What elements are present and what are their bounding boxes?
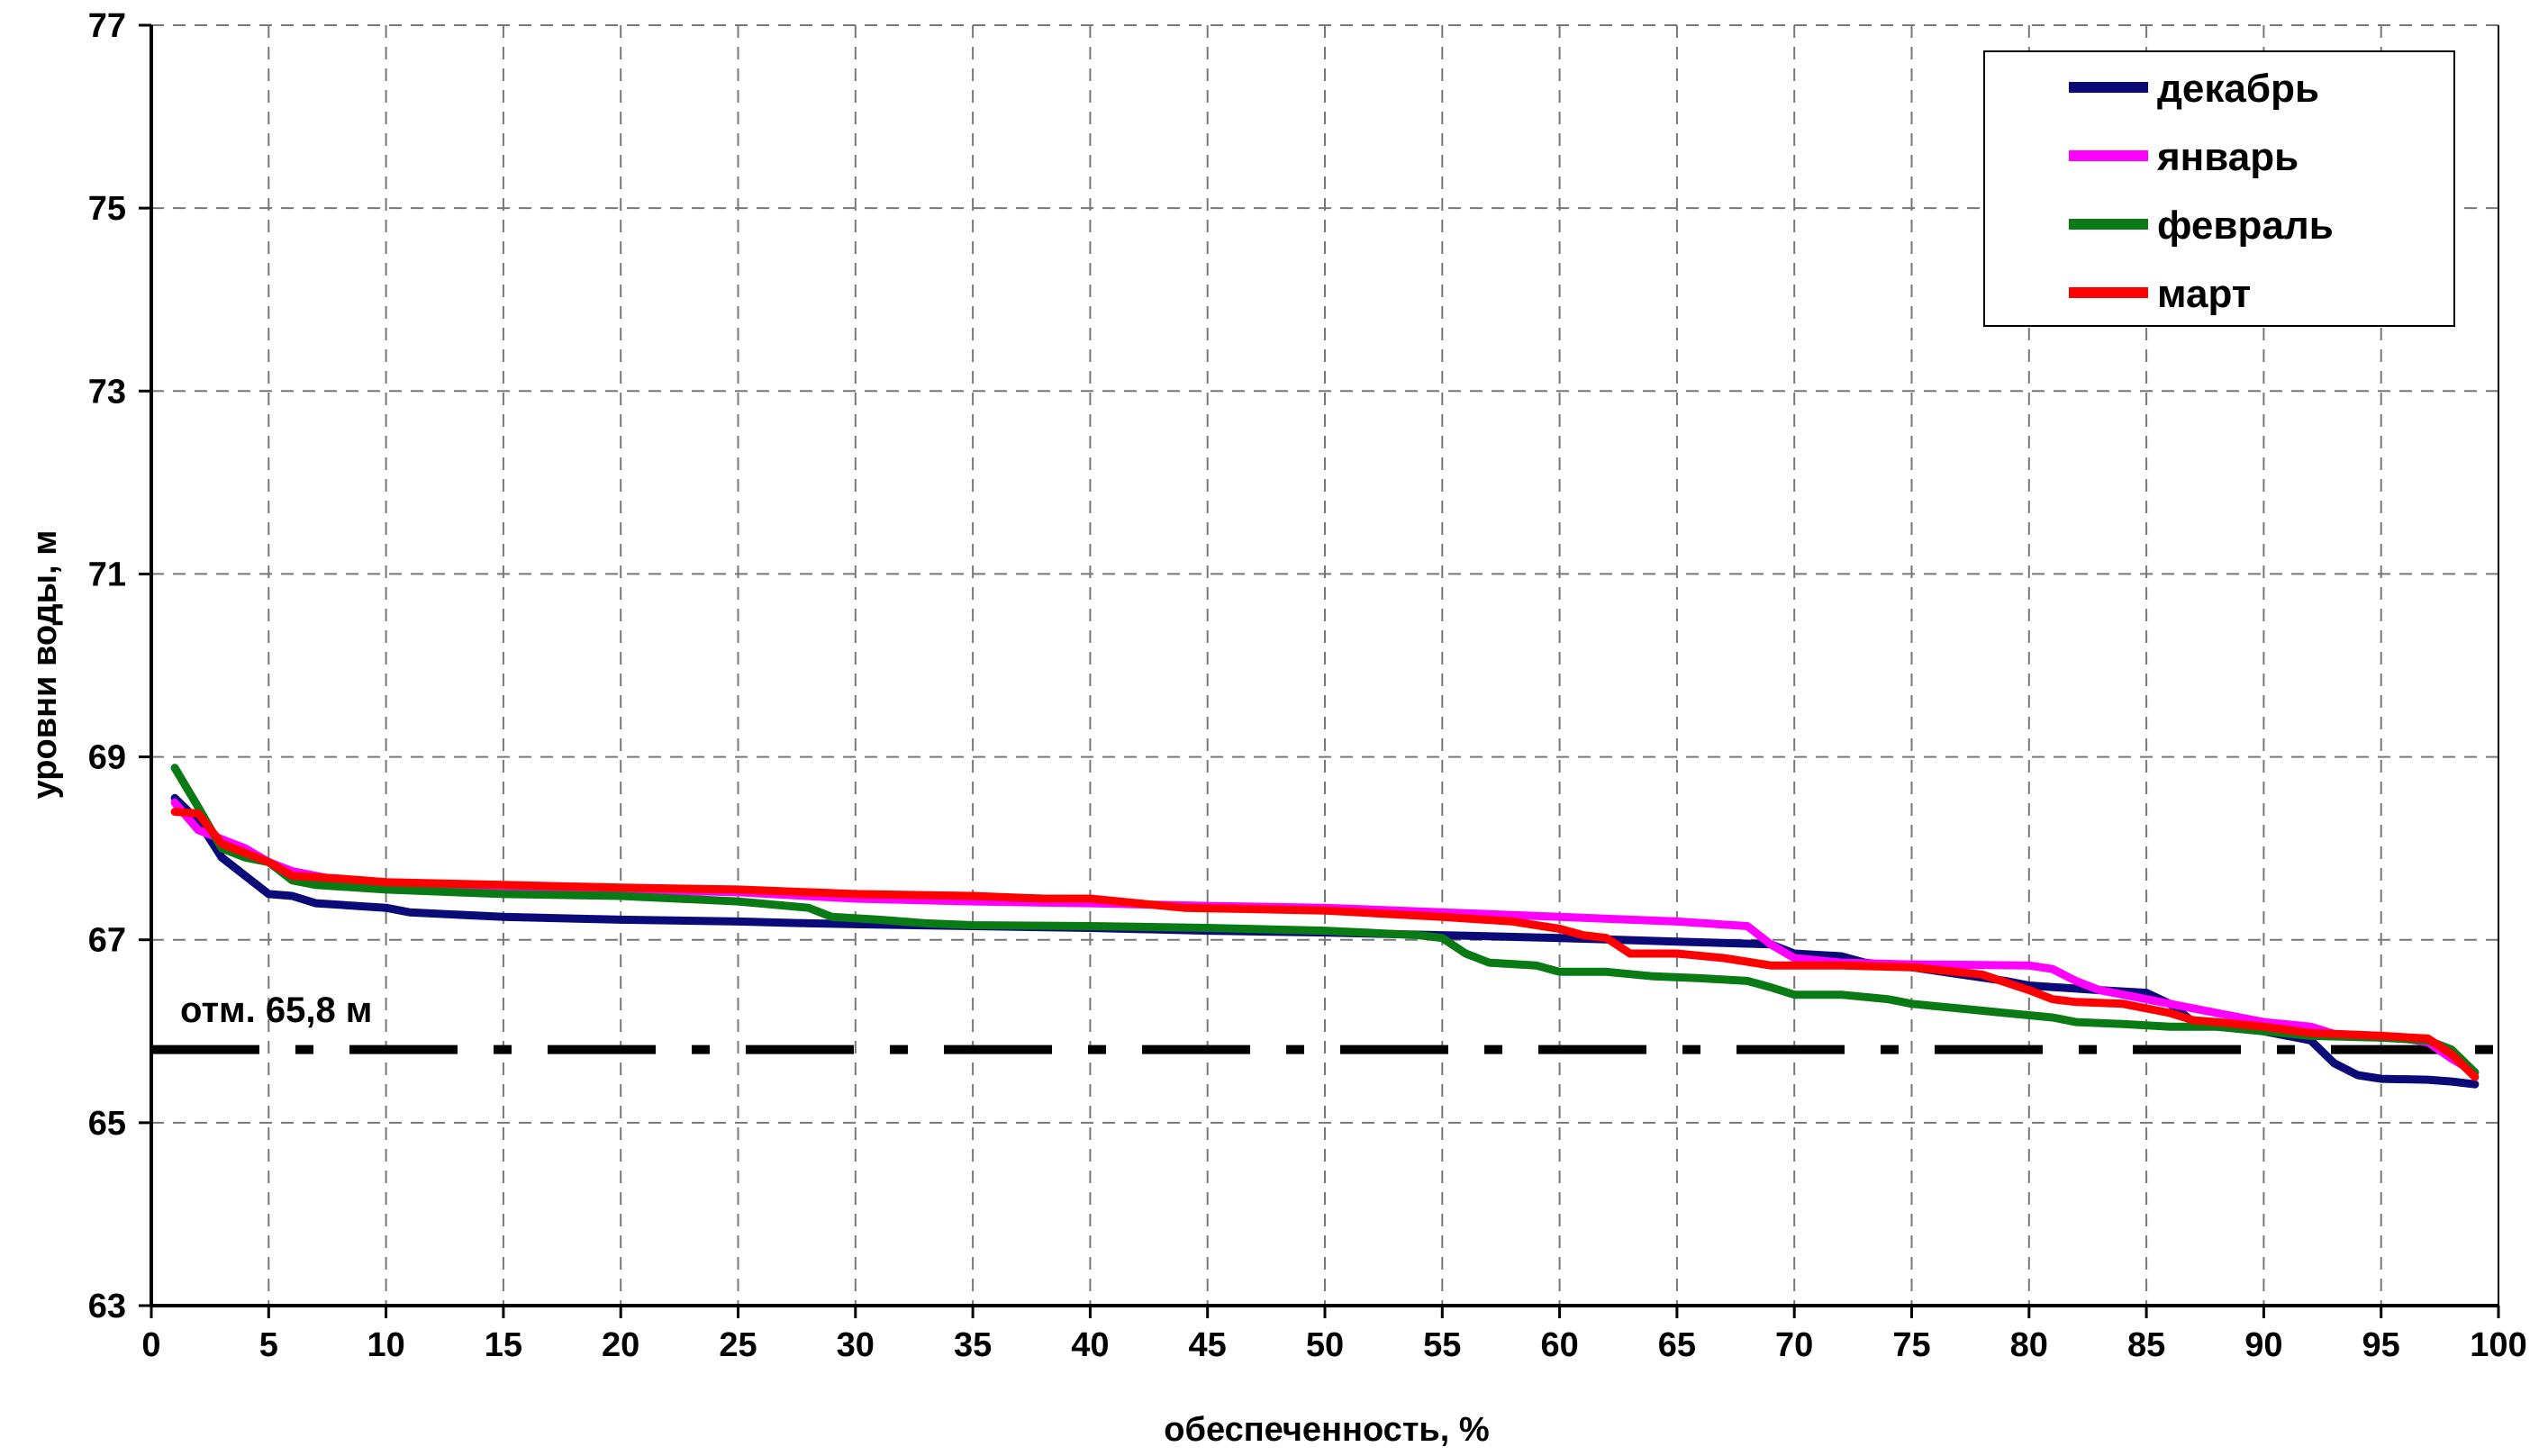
y-tick-label: 63 xyxy=(88,1288,126,1325)
x-tick-label: 75 xyxy=(1892,1326,1930,1364)
x-tick-labels: 0 5 10 15 20 25 30 35 40 45 50 55 60 65 70 75 80 85 90 95 10… xyxy=(141,1306,2527,1364)
x-tick-label: 100 xyxy=(2470,1326,2526,1364)
x-tick-label: 30 xyxy=(837,1326,875,1364)
y-tick-label: 69 xyxy=(88,739,126,777)
x-tick-label: 5 xyxy=(259,1326,278,1364)
reference-line-label: отм. 65,8 м xyxy=(180,990,372,1030)
legend-label: февраль xyxy=(2157,203,2334,248)
x-tick-label: 20 xyxy=(602,1326,639,1364)
x-tick-label: 90 xyxy=(2244,1326,2282,1364)
x-tick-label: 70 xyxy=(1775,1326,1813,1364)
x-tick-label: 50 xyxy=(1306,1326,1344,1364)
x-tick-label: 60 xyxy=(1540,1326,1578,1364)
legend-label: январь xyxy=(2156,135,2299,179)
legend-items: декабрь январь февраль март xyxy=(2069,67,2334,316)
x-tick-label: 65 xyxy=(1658,1326,1696,1364)
legend-label: декабрь xyxy=(2157,67,2319,111)
x-tick-label: 35 xyxy=(954,1326,992,1364)
x-tick-label: 0 xyxy=(141,1326,160,1364)
y-tick-label: 65 xyxy=(88,1105,126,1143)
x-tick-label: 25 xyxy=(719,1326,757,1364)
x-tick-label: 40 xyxy=(1071,1326,1109,1364)
y-tick-labels: 63 65 67 69 71 73 75 77 xyxy=(88,7,151,1325)
legend: декабрь январь февраль март xyxy=(1983,50,2455,327)
legend-label: март xyxy=(2157,272,2251,316)
series-line xyxy=(170,808,2480,1081)
grid xyxy=(151,24,2498,1306)
x-tick-label: 10 xyxy=(367,1326,404,1364)
x-tick-label: 85 xyxy=(2127,1326,2165,1364)
y-axis-title: уровни воды, м xyxy=(26,530,64,800)
y-tick-label: 75 xyxy=(88,190,126,228)
series-line xyxy=(170,764,2480,1077)
series-lines xyxy=(170,764,2480,1089)
x-axis-title: обеспеченность, % xyxy=(1164,1411,1489,1449)
x-tick-label: 45 xyxy=(1189,1326,1227,1364)
x-tick-label: 80 xyxy=(2010,1326,2048,1364)
y-tick-label: 73 xyxy=(88,373,126,411)
y-tick-label: 71 xyxy=(88,556,126,593)
y-tick-label: 77 xyxy=(88,7,126,45)
x-tick-label: 55 xyxy=(1423,1326,1461,1364)
x-tick-label: 15 xyxy=(485,1326,522,1364)
y-tick-label: 67 xyxy=(88,922,126,960)
legend-box xyxy=(1983,50,2455,327)
x-tick-label: 95 xyxy=(2362,1326,2400,1364)
